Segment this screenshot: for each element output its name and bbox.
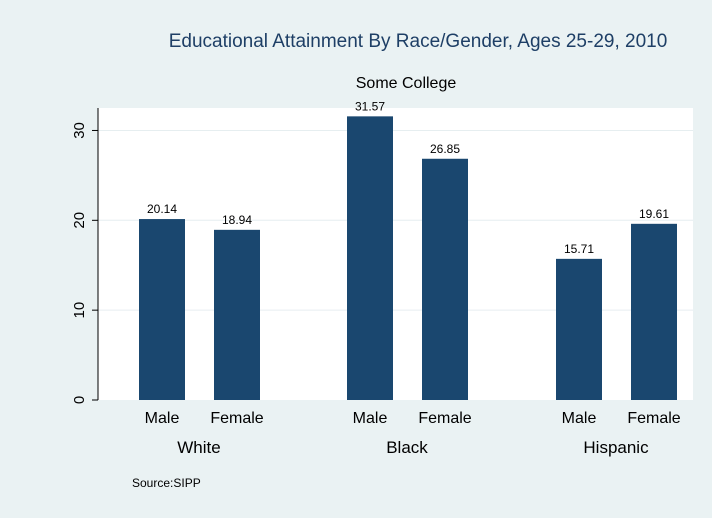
- chart-subtitle: Some College: [356, 75, 457, 92]
- bar-category-label: Female: [210, 410, 263, 427]
- bar-category-label: Female: [418, 410, 471, 427]
- bar-value-label: 15.71: [564, 242, 594, 256]
- bar: [422, 158, 468, 400]
- bar-value-label: 31.57: [355, 99, 385, 113]
- x-axis-labels: Male Female White Male Female Black Male Female…: [145, 410, 681, 457]
- bar-value-label: 18.94: [222, 213, 252, 227]
- bar-category-label: Male: [145, 410, 180, 427]
- chart-title: Educational Attainment By Race/Gender, A…: [169, 31, 668, 52]
- y-tick-label: 20: [71, 212, 88, 229]
- bar: [631, 223, 677, 400]
- bar-value-label: 26.85: [430, 142, 460, 156]
- bars: [139, 116, 677, 401]
- bar-category-label: Male: [353, 410, 388, 427]
- bar: [347, 116, 393, 401]
- y-tick-label: 30: [71, 122, 88, 139]
- bar: [556, 258, 602, 400]
- y-axis: 0 10 20 30: [71, 108, 99, 404]
- bar-value-label: 20.14: [147, 202, 177, 216]
- bar-category-label: Female: [627, 410, 680, 427]
- source-note: Source:SIPP: [132, 476, 201, 490]
- data-labels: 20.14 18.94 31.57 26.85 15.71 19.61: [147, 99, 669, 255]
- bar: [139, 219, 185, 400]
- plot-area: [98, 108, 693, 400]
- bar-category-label: Male: [562, 410, 597, 427]
- group-label: White: [177, 438, 220, 457]
- group-label: Black: [386, 438, 428, 457]
- y-tick-label: 10: [71, 302, 88, 319]
- group-label: Hispanic: [583, 438, 649, 457]
- bar-value-label: 19.61: [639, 207, 669, 221]
- y-tick-label: 0: [71, 396, 88, 404]
- bar: [214, 229, 260, 400]
